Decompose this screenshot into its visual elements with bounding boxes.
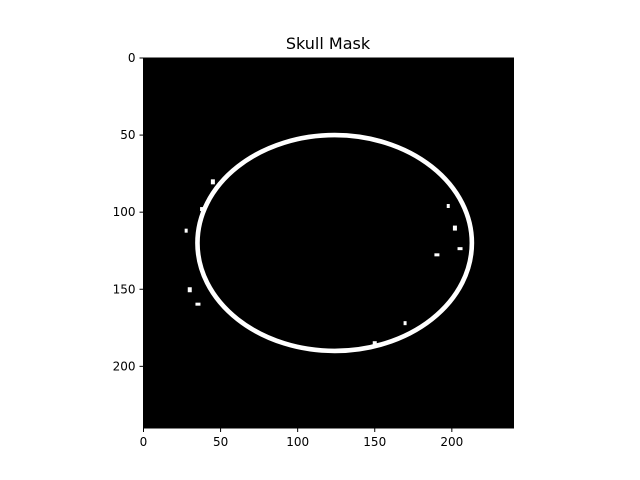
- x-tick-label: 50: [213, 435, 228, 449]
- ring-speck: [446, 204, 450, 208]
- ring-speck: [195, 302, 201, 306]
- ring-speck: [372, 341, 377, 347]
- ring-speck: [200, 207, 204, 212]
- ring-speck: [184, 228, 188, 233]
- x-tick-label: 200: [440, 435, 463, 449]
- x-tick-label: 150: [363, 435, 386, 449]
- axes-frame: [143, 57, 514, 429]
- y-tick-label: 0: [128, 51, 136, 65]
- mask-background: [143, 58, 514, 428]
- ring-specks: [184, 179, 463, 347]
- x-tick-label: 100: [286, 435, 309, 449]
- ring-speck: [434, 253, 440, 257]
- y-tick-label: 200: [113, 359, 136, 373]
- y-tick-label: 100: [113, 205, 136, 219]
- ring-speck: [403, 321, 407, 326]
- ring-speck: [187, 287, 192, 293]
- skull-ring: [195, 132, 475, 354]
- y-tick-label: 50: [120, 128, 135, 142]
- y-axis: 0 50 100 150 200: [113, 51, 144, 373]
- ring-speck: [452, 225, 457, 231]
- plot-title: Skull Mask: [286, 34, 371, 53]
- y-tick-label: 150: [113, 282, 136, 296]
- x-axis: 0 50 100 150 200: [140, 428, 463, 449]
- ring-speck: [457, 247, 463, 251]
- mask-image: [143, 58, 514, 428]
- ring-speck: [210, 179, 215, 185]
- x-tick-label: 0: [140, 435, 148, 449]
